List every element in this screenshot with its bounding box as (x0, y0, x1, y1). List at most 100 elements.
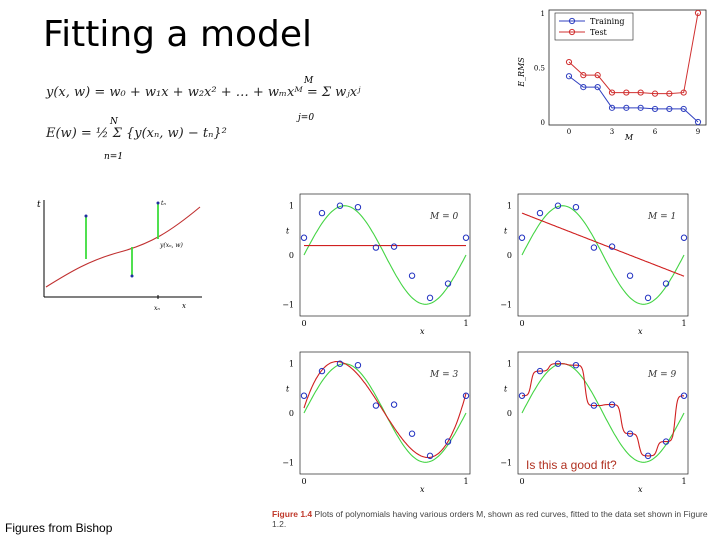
data-point (608, 243, 616, 250)
data-point (426, 294, 434, 302)
panel-ytick-label: 1 (289, 360, 294, 369)
data-point (644, 452, 652, 460)
data-point (300, 234, 308, 241)
erms-point (594, 84, 601, 91)
panel-ylabel: t (504, 226, 508, 235)
panel-ytick-label: 1 (507, 360, 512, 369)
figure-credit: Figures from Bishop (5, 521, 113, 535)
panel-m3: 1 0 −1 0 1 t x M = 9 (500, 351, 689, 494)
erms-xtick-label: 6 (653, 128, 658, 136)
err-model-curve (45, 206, 201, 288)
panel-order-label: M = 0 (429, 212, 458, 222)
data-point (318, 209, 326, 217)
panel-xlabel: x (420, 485, 425, 494)
data-point (572, 203, 580, 211)
data-point (390, 401, 398, 408)
erms-xtick-label: 9 (696, 128, 700, 136)
erms-legend-label: Test (590, 28, 608, 37)
erms-legend-marker (568, 17, 576, 25)
erms-point (680, 89, 687, 96)
err-x-label: x (182, 302, 186, 310)
data-point (518, 234, 526, 241)
erms-point (623, 89, 630, 96)
data-point (608, 401, 616, 408)
err-tn-label: tₙ (161, 200, 166, 207)
slide-title: Fitting a model (43, 14, 313, 55)
erms-point (651, 90, 659, 97)
err-xn-label: xₙ (154, 305, 160, 312)
erms-point (565, 58, 573, 66)
erms-point (666, 105, 673, 113)
panel-ytick-label: 0 (507, 409, 512, 418)
panel-m2: 1 0 −1 0 1 t x M = 3 (282, 351, 471, 494)
panel-xtick-label: 1 (681, 477, 686, 486)
panel-xlabel: x (638, 327, 643, 336)
data-point (680, 392, 688, 399)
erms-point (637, 104, 644, 111)
panel-ylabel: t (504, 384, 508, 393)
erms-ytick-label: 1 (541, 10, 545, 18)
panel-xtick-label: 1 (463, 477, 468, 486)
erms-point (580, 84, 587, 91)
error-equation: E(w) = ½ Σ {y(xₙ, w) − tₙ}² (46, 126, 227, 141)
data-point (408, 272, 416, 279)
erms-series (565, 9, 702, 126)
panel-xtick-label: 1 (463, 319, 468, 328)
data-point (444, 438, 452, 445)
erms-point (666, 90, 673, 97)
err-point-1 (84, 214, 88, 218)
data-point (372, 244, 380, 251)
data-point (680, 234, 688, 241)
caption-text: Plots of polynomials having various orde… (272, 509, 708, 529)
erms-chart: 0 0.5 1 0 3 6 9 Training Test E_RMS M (517, 9, 707, 142)
data-point (336, 202, 344, 209)
panel-ytick-label: −1 (282, 300, 294, 309)
model-equation: y(x, w) = w₀ + w₁x + w₂x² + … + wₘxᴹ = Σ… (46, 85, 361, 100)
data-point (626, 430, 634, 437)
erms-point (694, 118, 702, 126)
erms-legend: Training Test (554, 12, 634, 41)
err-y-label: y(xₙ, w) (159, 242, 183, 249)
panel-order-label: M = 3 (429, 370, 458, 380)
erms-point (637, 89, 644, 96)
erms-series-line (568, 75, 699, 123)
err-t-label: t (37, 200, 41, 210)
data-point (444, 280, 452, 287)
data-point (372, 402, 380, 409)
panel-ytick-label: 1 (289, 202, 294, 211)
data-point (554, 360, 562, 367)
panel-ytick-label: −1 (500, 300, 512, 309)
erms-ytick-label: 0.5 (534, 65, 545, 73)
panel-m1: 1 0 −1 0 1 t x M = 1 (500, 193, 689, 336)
figure-caption: Figure 1.4 Plots of polynomials having v… (272, 509, 717, 529)
data-point (354, 203, 362, 211)
data-point (336, 360, 344, 367)
panel-ylabel: t (286, 384, 290, 393)
panel-ytick-label: 0 (507, 251, 512, 260)
erms-point (580, 72, 587, 79)
erms-xlabel: M (624, 133, 634, 142)
erms-point (608, 89, 616, 96)
data-point (662, 280, 670, 287)
panel-ytick-label: 1 (507, 202, 512, 211)
data-point (554, 202, 562, 209)
panel-xlabel: x (420, 327, 425, 336)
true-function-curve (303, 205, 467, 305)
true-function-curve (521, 205, 685, 305)
sum-top-2: N (110, 117, 118, 127)
data-point (572, 361, 580, 369)
true-function-curve (521, 363, 685, 463)
erms-series-line (568, 12, 699, 95)
good-fit-question: Is this a good fit? (526, 458, 617, 472)
sum-bottom-2: n=1 (104, 152, 124, 162)
erms-legend-box (554, 12, 634, 41)
data-point (390, 243, 398, 250)
erms-point (608, 104, 616, 111)
erms-legend-marker (568, 28, 576, 36)
data-point (300, 392, 308, 399)
err-point-3 (156, 201, 160, 205)
data-point (536, 367, 544, 375)
data-point (626, 272, 634, 279)
error-equation-text: E(w) = ½ Σ {y(xₙ, w) − tₙ}² (46, 126, 227, 141)
